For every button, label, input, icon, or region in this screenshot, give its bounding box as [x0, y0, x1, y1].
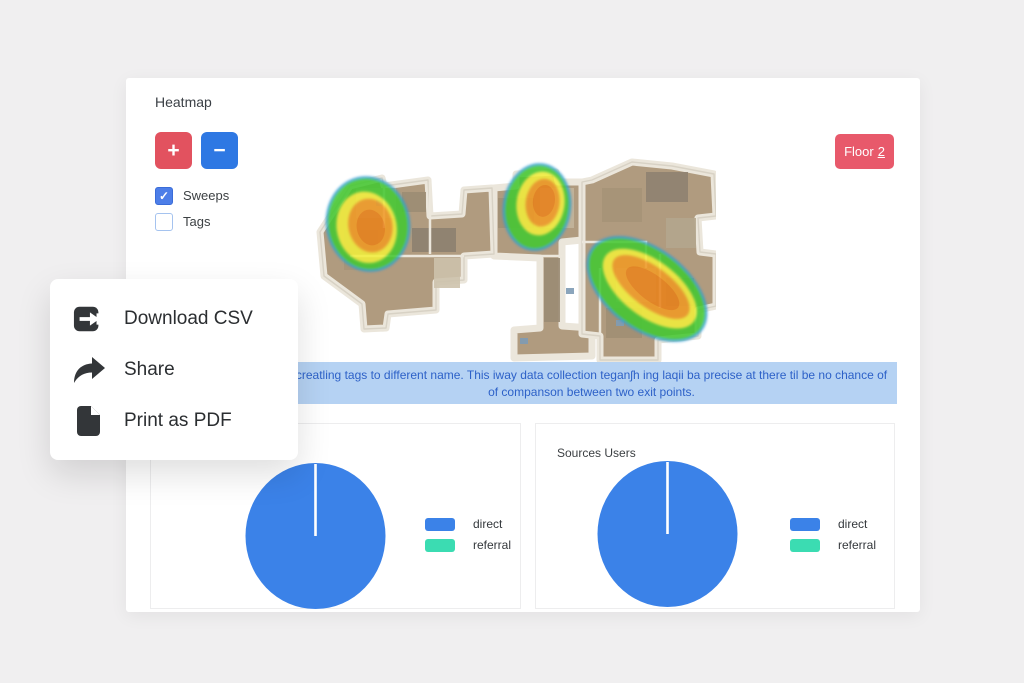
tags-checkbox-row: Tags	[155, 212, 210, 231]
zoom-out-button[interactable]: −	[201, 132, 238, 169]
share-icon	[72, 353, 106, 387]
direct-swatch	[425, 517, 455, 531]
export-context-menu: Download CSV Share Print as PDF	[50, 279, 298, 460]
heat-blob-left	[325, 176, 411, 272]
tags-checkbox[interactable]	[155, 212, 173, 231]
legend-left: direct referral	[425, 517, 511, 559]
legend-item-direct: direct	[790, 517, 876, 531]
direct-swatch	[790, 517, 820, 531]
check-icon: ✓	[158, 188, 170, 203]
sweeps-checkbox[interactable]: ✓	[155, 186, 173, 205]
menu-item-share[interactable]: Share	[50, 345, 298, 395]
zoom-in-button[interactable]: +	[155, 132, 192, 169]
info-banner-line1: creatling tags to different name. This i…	[295, 368, 888, 382]
referral-swatch	[425, 538, 455, 552]
legend-item-referral: referral	[790, 538, 876, 552]
export-icon	[72, 302, 106, 336]
info-banner: creatling tags to different name. This i…	[286, 362, 897, 404]
pie-chart-right	[597, 461, 738, 607]
floor-selector-button[interactable]: Floor 2	[835, 134, 894, 169]
sweeps-checkbox-label: Sweeps	[183, 188, 230, 203]
legend-right: direct referral	[790, 517, 876, 559]
file-icon	[72, 404, 106, 438]
pie-chart-left	[245, 463, 386, 609]
floorplan-heatmap-image[interactable]	[316, 158, 716, 370]
legend-item-direct: direct	[425, 517, 511, 531]
page-title: Heatmap	[155, 94, 212, 110]
floor-number: 2	[877, 144, 885, 159]
heatmap-card: Heatmap + − ✓ Sweeps Tags Floor 2	[126, 78, 920, 612]
sources-users-title: Sources Users	[557, 446, 636, 460]
sweeps-checkbox-row: ✓ Sweeps	[155, 186, 229, 205]
tags-checkbox-label: Tags	[183, 214, 211, 229]
referral-swatch	[790, 538, 820, 552]
legend-item-referral: referral	[425, 538, 511, 552]
heat-blob-middle	[502, 163, 572, 251]
heat-blob-right	[586, 236, 708, 342]
menu-item-print-pdf[interactable]: Print as PDF	[50, 396, 298, 446]
info-banner-line2: of companson between two exit points.	[488, 385, 695, 399]
menu-item-download-csv[interactable]: Download CSV	[50, 294, 298, 344]
